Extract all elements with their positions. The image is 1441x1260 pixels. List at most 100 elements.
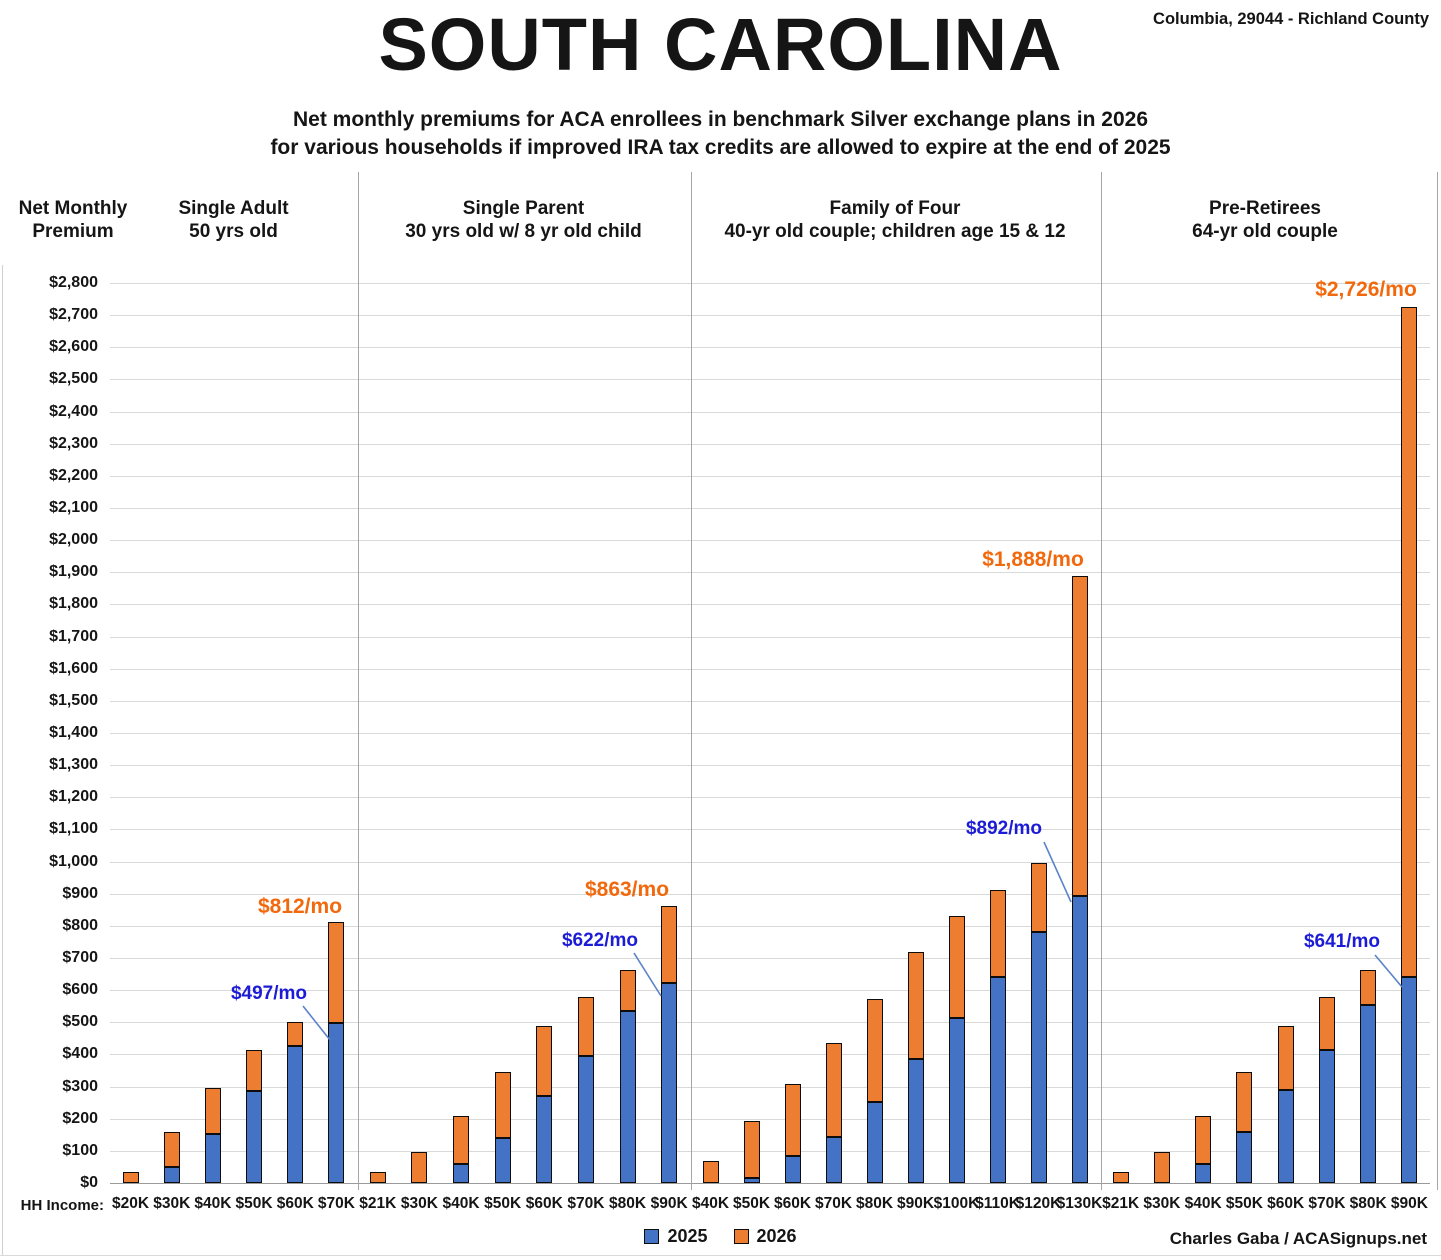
gridline xyxy=(110,797,1430,799)
gridline xyxy=(110,347,1430,349)
bar-2026-$100K xyxy=(948,916,965,1018)
y-tick-label: $1,400 xyxy=(49,724,98,741)
bar-2025-$40K xyxy=(453,1164,470,1183)
gridline xyxy=(110,443,1430,445)
bar-2025-$90K xyxy=(1401,976,1418,1183)
x-tick-label: $50K xyxy=(235,1195,273,1212)
bar-2026-$50K xyxy=(1236,1072,1253,1133)
x-tick-label: $40K xyxy=(194,1195,232,1212)
bar-2026-$90K xyxy=(1401,306,1418,977)
bar-2026-$60K xyxy=(784,1084,801,1157)
legend-label-2025: 2025 xyxy=(667,1226,708,1246)
x-tick-label: $80K xyxy=(609,1195,647,1212)
bar-2026-$60K xyxy=(1277,1025,1294,1091)
gridline xyxy=(110,733,1430,734)
x-tick-label: $100K xyxy=(933,1195,980,1212)
bar-2026-$20K xyxy=(122,1171,139,1183)
bar-2026-$50K xyxy=(743,1120,760,1178)
bar-2026-$30K xyxy=(1153,1152,1170,1183)
subtitle: Net monthly premiums for ACA enrollees i… xyxy=(0,106,1441,162)
group-divider xyxy=(357,172,359,1190)
x-tick-label: $90K xyxy=(1390,1195,1428,1212)
x-tick-label: $60K xyxy=(1267,1195,1305,1212)
gridline xyxy=(110,508,1430,509)
annotation-497: $497/mo xyxy=(230,983,308,1004)
y-tick-label: $2,600 xyxy=(49,338,98,356)
bar-2025-$60K xyxy=(287,1046,304,1183)
annotation-622: $622/mo xyxy=(561,930,639,951)
credit-footer: Charles Gaba / ACASignups.net xyxy=(1169,1229,1427,1248)
y-axis-title-line-1: Net Monthly xyxy=(18,198,128,219)
y-tick-label: $0 xyxy=(80,1174,98,1191)
legend-item-2026: 2026 xyxy=(733,1226,797,1247)
y-tick-label: $1,700 xyxy=(49,627,98,645)
x-tick-label: $50K xyxy=(732,1195,771,1212)
group-3-subtitle: 64-yr old couple xyxy=(1192,221,1338,242)
location-label: Columbia, 29044 - Richland County xyxy=(1153,10,1429,28)
group-0-subtitle: 50 yrs old xyxy=(189,221,278,242)
bar-2025-$120K xyxy=(1030,932,1047,1183)
x-tick-label: $21K xyxy=(1102,1195,1140,1212)
group-divider xyxy=(690,172,692,1190)
gridline xyxy=(110,1150,1430,1152)
x-tick-label: $40K xyxy=(1184,1195,1222,1212)
annotation-812: $812/mo xyxy=(257,895,343,918)
gridline xyxy=(110,861,1430,863)
page-title: SOUTH CAROLINA xyxy=(378,3,1063,86)
y-tick-label: $900 xyxy=(62,884,98,902)
y-tick-label: $2,100 xyxy=(49,499,98,516)
x-tick-label: $40K xyxy=(442,1195,480,1212)
bar-2026-$60K xyxy=(536,1025,553,1097)
group-1-title: Single Parent xyxy=(462,198,585,219)
bar-2025-$70K xyxy=(577,1056,594,1183)
bar-2026-$110K xyxy=(989,889,1006,977)
gridline xyxy=(110,1118,1430,1120)
y-tick-label: $800 xyxy=(62,916,98,934)
x-tick-label: $50K xyxy=(484,1195,522,1212)
x-tick-label: $70K xyxy=(567,1195,605,1212)
gridline xyxy=(110,668,1430,670)
group-1-subtitle: 30 yrs old w/ 8 yr old child xyxy=(405,221,642,242)
bar-2025-$50K xyxy=(743,1177,760,1183)
subtitle-line-2: for various households if improved IRA t… xyxy=(270,136,1171,159)
bar-2026-$40K xyxy=(204,1088,221,1135)
bar-2025-$60K xyxy=(1277,1090,1294,1183)
gridline xyxy=(110,411,1430,413)
gridline xyxy=(110,283,1430,284)
gridline xyxy=(110,829,1430,831)
x-tick-label: $60K xyxy=(276,1195,314,1212)
x-axis-line xyxy=(110,1183,1430,1184)
x-tick-label: $110K xyxy=(975,1195,1020,1212)
legend-label-2026: 2026 xyxy=(756,1226,797,1246)
y-tick-label: $2,700 xyxy=(49,306,98,324)
x-tick-label: $80K xyxy=(855,1195,894,1212)
legend: 2025 2026 xyxy=(0,1226,1441,1247)
group-2-subtitle: 40-yr old couple; children age 15 & 12 xyxy=(724,221,1066,242)
group-0-title: Single Adult xyxy=(178,198,289,219)
y-tick-label: $100 xyxy=(62,1141,98,1159)
bar-2025-$50K xyxy=(246,1091,263,1183)
bar-2026-$70K xyxy=(577,997,594,1057)
y-tick-label: $500 xyxy=(62,1013,98,1031)
plot-area xyxy=(110,283,1430,1184)
y-tick-label: $2,800 xyxy=(49,274,98,291)
x-tick-label: $90K xyxy=(650,1195,688,1212)
y-tick-label: $1,600 xyxy=(49,659,98,677)
bar-2025-$90K xyxy=(907,1058,924,1183)
bar-2025-$70K xyxy=(1318,1049,1335,1183)
y-tick-label: $1,900 xyxy=(49,563,98,581)
group-divider xyxy=(1437,172,1438,1190)
y-tick-label: $1,100 xyxy=(49,820,98,838)
y-tick-label: $400 xyxy=(62,1045,98,1063)
x-tick-label: $21K xyxy=(359,1195,397,1212)
annotation-1888: $1,888/mo xyxy=(982,548,1084,571)
bar-2025-$40K xyxy=(1195,1163,1212,1183)
gridline xyxy=(110,1054,1430,1056)
group-header-single-parent: Single Parent 30 yrs old w/ 8 yr old chi… xyxy=(357,197,690,243)
group-header-family-of-four: Family of Four 40-yr old couple; childre… xyxy=(690,197,1100,243)
gridline xyxy=(110,604,1430,606)
x-tick-label: $70K xyxy=(1308,1195,1346,1212)
bar-2025-$60K xyxy=(536,1096,553,1183)
bar-2025-$100K xyxy=(948,1017,965,1183)
